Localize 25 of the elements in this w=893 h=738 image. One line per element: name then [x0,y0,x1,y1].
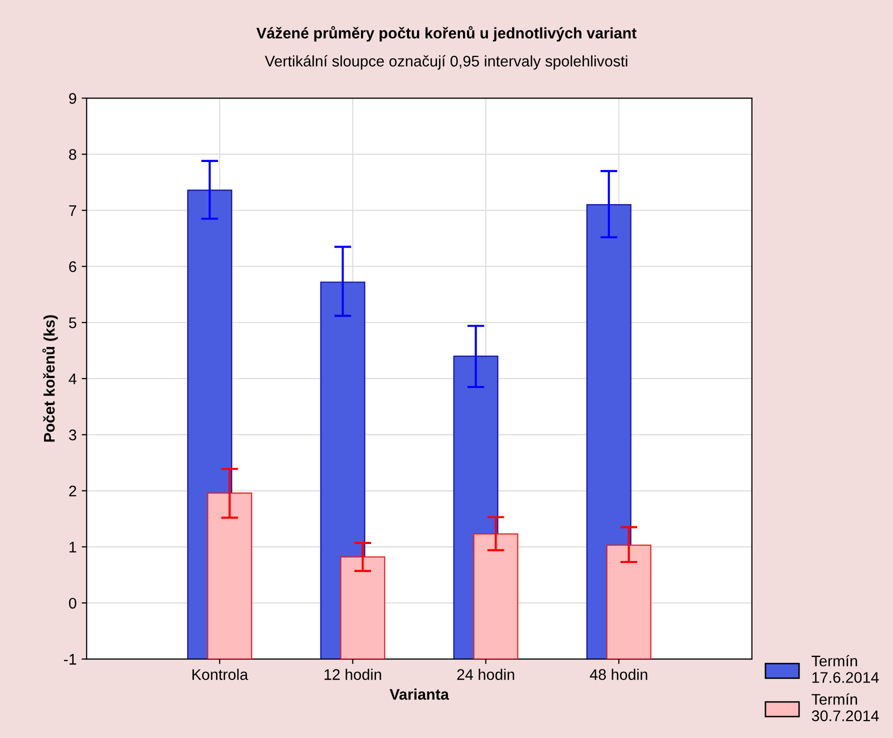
y-tick-label: 3 [68,430,76,440]
bar [473,533,518,660]
x-tick-label: 24 hodin [457,668,514,680]
x-tick-label: 12 hodin [324,668,382,680]
y-tick-label: 0 [69,598,76,609]
y-tick-label: 1 [70,542,76,552]
y-tick-label: 6 [69,261,76,272]
bar [606,544,652,660]
y-axis-title: Počet kořenů (ks) [42,315,58,442]
y-tick-label: 9 [69,93,76,104]
y-tick-label: 8 [69,149,76,160]
chart-title: Vážené průměry počtu kořenů u jednotlivých variant [256,26,636,42]
legend-label: Termín 17.6.2014 [812,655,879,683]
y-tick-label: 5 [69,318,76,328]
legend-label: Termín 30.7.2014 [812,693,879,722]
chart-subtitle: Vertikální sloupce označují 0,95 intervaly spolehlivosti [264,55,628,70]
y-tick-label: 2 [69,486,76,496]
y-tick-label: -1 [64,654,76,665]
y-tick-label: 4 [68,374,76,384]
bar [340,556,386,660]
bar [207,492,252,660]
y-tick-label: 7 [69,205,76,216]
x-tick-label: 48 hodin [590,668,648,680]
x-axis-title: Varianta [390,688,450,700]
x-tick-label: Kontrola [192,668,248,680]
